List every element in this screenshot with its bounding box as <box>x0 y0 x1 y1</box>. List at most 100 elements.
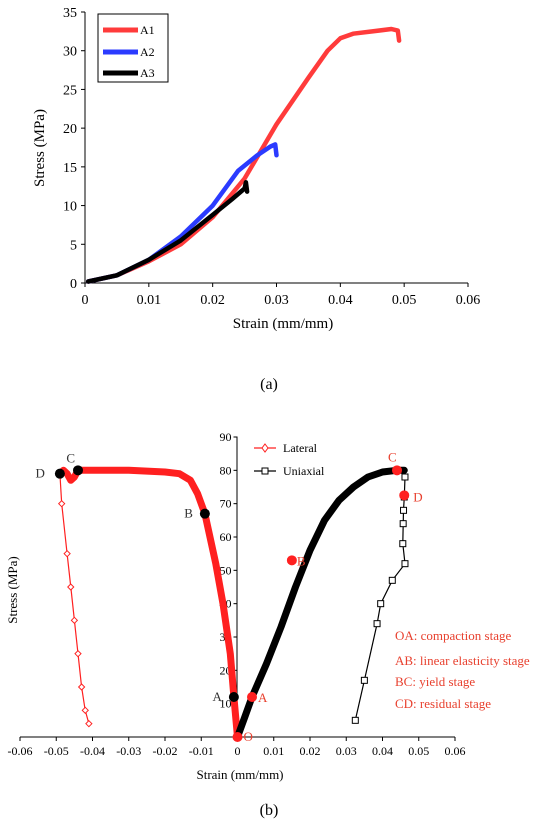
b-ytick-label-0: 10 <box>220 697 232 711</box>
series-a3-line <box>85 180 250 284</box>
stage-bc-text: BC: yield stage <box>395 674 475 689</box>
a-ytick-label-3: 15 <box>63 161 77 176</box>
legend-lateral-label: Lateral <box>283 441 318 455</box>
lateral-point-c <box>73 465 83 476</box>
a-xtick-label-2: 0.02 <box>200 293 225 308</box>
b-ytick-label-8: 90 <box>220 430 232 444</box>
series-lateral-line <box>59 469 239 738</box>
series-uniaxial-dense <box>234 466 408 741</box>
lateral-marker-4 <box>74 649 82 658</box>
uniaxial-marker-2 <box>400 506 408 514</box>
uniaxial-point-d <box>399 490 410 501</box>
chart-b-xlabel: Strain (mm/mm) <box>196 767 283 782</box>
a-ytick-label-7: 35 <box>63 6 77 21</box>
a-xtick-label-5: 0.05 <box>392 293 417 308</box>
uniaxial-point-label-b: B <box>297 553 306 568</box>
legend-uniaxial-marker <box>261 467 269 475</box>
a-ytick-label-4: 20 <box>63 122 77 137</box>
uniaxial-marker-0 <box>401 473 409 481</box>
b-xtick-label-11: 0.05 <box>408 744 429 758</box>
a-xtick-label-4: 0.04 <box>328 293 353 308</box>
lateral-point-d <box>54 468 65 479</box>
lateral-point-a <box>228 692 239 702</box>
uniaxial-marker-3 <box>399 520 407 528</box>
lateral-marker-0 <box>57 499 66 508</box>
chart-b: -0.06 -0.05 -0.04 -0.03 -0.02 -0.01 0 0.01 0.02 0… <box>5 430 530 819</box>
chart-a-x-ticks: 0 0.01 0.02 0.03 0.04 0.05 0.06 <box>82 283 481 308</box>
uniaxial-point-c <box>392 465 402 476</box>
series-lateral-dense <box>56 466 241 741</box>
chart-a: 0 0.01 0.02 0.03 0.04 0.05 0.06 0 5 10 15 20 25 30 35… <box>32 6 480 393</box>
a-ytick-label-1: 5 <box>70 238 77 253</box>
b-ytick-label-4: 50 <box>220 563 232 577</box>
chart-a-xlabel: Strain (mm/mm) <box>233 316 333 332</box>
lateral-point-label-a: A <box>212 689 222 704</box>
lateral-marker-2 <box>67 583 75 591</box>
a-ytick-label-0: 0 <box>70 277 77 292</box>
chart-b-legend: Lateral Uniaxial <box>254 441 325 478</box>
chart-b-ylabel: Stress (MPa) <box>5 556 20 624</box>
uniaxial-marker-6 <box>388 576 396 584</box>
stage-oa-text: OA: compaction stage <box>395 628 511 643</box>
lateral-marker-1 <box>63 549 71 558</box>
series-a2-line <box>85 142 279 284</box>
legend-uniaxial-label: Uniaxial <box>283 464 325 478</box>
chart-a-y-ticks: 0 5 10 15 20 25 30 35 <box>63 6 85 292</box>
uniaxial-marker-9 <box>360 676 368 684</box>
chart-a-series <box>85 26 402 284</box>
b-xtick-label-10: 0.04 <box>372 744 393 758</box>
lateral-point-label-b: B <box>184 506 193 521</box>
uniaxial-point-b <box>286 555 297 566</box>
chart-b-stage-notes: OA: compaction stage AB: linear elastici… <box>395 628 530 711</box>
legend-a1-label: A1 <box>140 23 155 37</box>
uniaxial-marker-7 <box>377 600 385 608</box>
uniaxial-marker-5 <box>401 560 409 568</box>
b-xtick-label-7: 0.01 <box>263 744 284 758</box>
a-xtick-label-1: 0.01 <box>137 293 162 308</box>
b-xtick-label-12: 0.06 <box>445 744 466 758</box>
uniaxial-point-label-c: C <box>388 449 397 464</box>
lateral-marker-6 <box>81 706 89 715</box>
uniaxial-point-a <box>247 692 257 702</box>
lateral-point-b <box>199 508 210 519</box>
b-xtick-label-2: -0.04 <box>80 744 105 758</box>
b-xtick-label-8: 0.02 <box>300 744 321 758</box>
uniaxial-marker-10 <box>351 716 359 724</box>
legend-lateral-marker <box>261 443 269 453</box>
a-ytick-label-2: 10 <box>63 200 77 215</box>
stage-ab-text: AB: linear elasticity stage <box>395 653 530 668</box>
lateral-point-o <box>232 732 243 742</box>
chart-b-caption: (b) <box>260 802 279 819</box>
b-ytick-label-5: 60 <box>220 530 232 544</box>
lateral-point-label-d: D <box>35 466 44 481</box>
b-xtick-label-5: -0.01 <box>189 744 214 758</box>
stage-cd-text: CD: residual stage <box>395 696 491 711</box>
b-xtick-label-0: -0.06 <box>8 744 33 758</box>
b-ytick-label-6: 70 <box>220 497 232 511</box>
b-xtick-label-4: -0.02 <box>153 744 178 758</box>
uniaxial-point-label-a: A <box>258 690 268 705</box>
b-ytick-label-7: 80 <box>220 463 232 477</box>
legend-a3-label: A3 <box>140 66 155 80</box>
uniaxial-marker-8 <box>373 620 381 628</box>
lateral-point-label-o: O <box>244 729 253 744</box>
uniaxial-marker-4 <box>399 540 407 548</box>
lateral-marker-7 <box>85 719 93 728</box>
chart-a-ylabel: Stress (MPa) <box>32 109 48 187</box>
lateral-point-label-c: C <box>66 450 75 465</box>
a-xtick-label-0: 0 <box>82 293 89 308</box>
chart-a-legend: A1 A2 A3 <box>97 13 169 83</box>
lateral-marker-3 <box>70 616 79 625</box>
a-ytick-label-6: 30 <box>63 45 77 60</box>
chart-a-caption: (a) <box>260 376 278 393</box>
a-xtick-label-6: 0.06 <box>456 293 481 308</box>
b-xtick-label-9: 0.03 <box>336 744 357 758</box>
a-ytick-label-5: 25 <box>63 83 77 98</box>
b-xtick-label-6: 0 <box>235 744 241 758</box>
b-xtick-label-3: -0.03 <box>116 744 141 758</box>
uniaxial-point-label-d: D <box>413 489 422 504</box>
a-xtick-label-3: 0.03 <box>264 293 289 308</box>
legend-a2-label: A2 <box>140 45 155 59</box>
